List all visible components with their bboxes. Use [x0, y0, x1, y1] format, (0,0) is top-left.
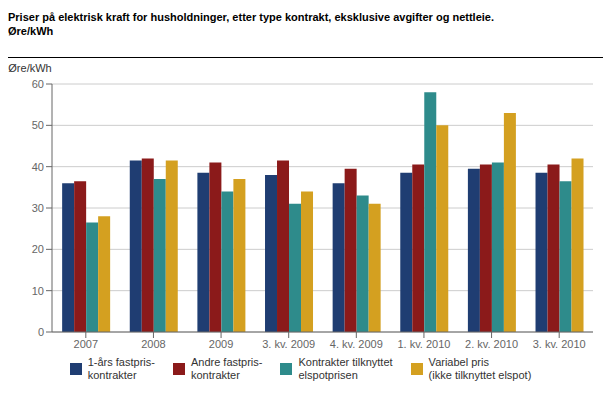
svg-text:3. kv. 2010: 3. kv. 2010: [533, 338, 586, 350]
svg-text:20: 20: [32, 243, 44, 255]
svg-text:1. kv. 2010: 1. kv. 2010: [397, 338, 450, 350]
svg-text:3. kv. 2009: 3. kv. 2009: [262, 338, 315, 350]
svg-text:2007: 2007: [74, 338, 98, 350]
svg-text:2009: 2009: [209, 338, 233, 350]
html-text:kontrakter: kontrakter: [190, 369, 240, 381]
html-text:Priser på elektrisk kraft for: Priser på elektrisk kraft for husholdnin…: [8, 11, 494, 23]
html-text:Variabel pris: Variabel pris: [428, 356, 489, 368]
html-text:1-års fastpris-: 1-års fastpris-: [87, 356, 155, 368]
svg-text:4. kv. 2009: 4. kv. 2009: [330, 338, 383, 350]
html-text:Andre fastpris-: Andre fastpris-: [190, 356, 263, 368]
svg-text:10: 10: [32, 285, 44, 297]
svg-text:40: 40: [32, 161, 44, 173]
svg-text:50: 50: [32, 119, 44, 131]
html-text:Øre/kWh: Øre/kWh: [8, 25, 54, 37]
svg-text:0: 0: [38, 326, 44, 338]
svg-text:30: 30: [32, 202, 44, 214]
html-text:Kontrakter tilknyttet: Kontrakter tilknyttet: [298, 356, 393, 368]
svg-text:Øre/kWh: Øre/kWh: [8, 62, 51, 74]
svg-text:2. kv. 2010: 2. kv. 2010: [465, 338, 518, 350]
svg-text:2008: 2008: [141, 338, 165, 350]
svg-text:60: 60: [32, 78, 44, 90]
html-text:kontrakter: kontrakter: [87, 369, 137, 381]
html-text:(ikke tilknyttet elspot): (ikke tilknyttet elspot): [428, 369, 532, 381]
html-text:elspotprisen: elspotprisen: [298, 369, 358, 381]
